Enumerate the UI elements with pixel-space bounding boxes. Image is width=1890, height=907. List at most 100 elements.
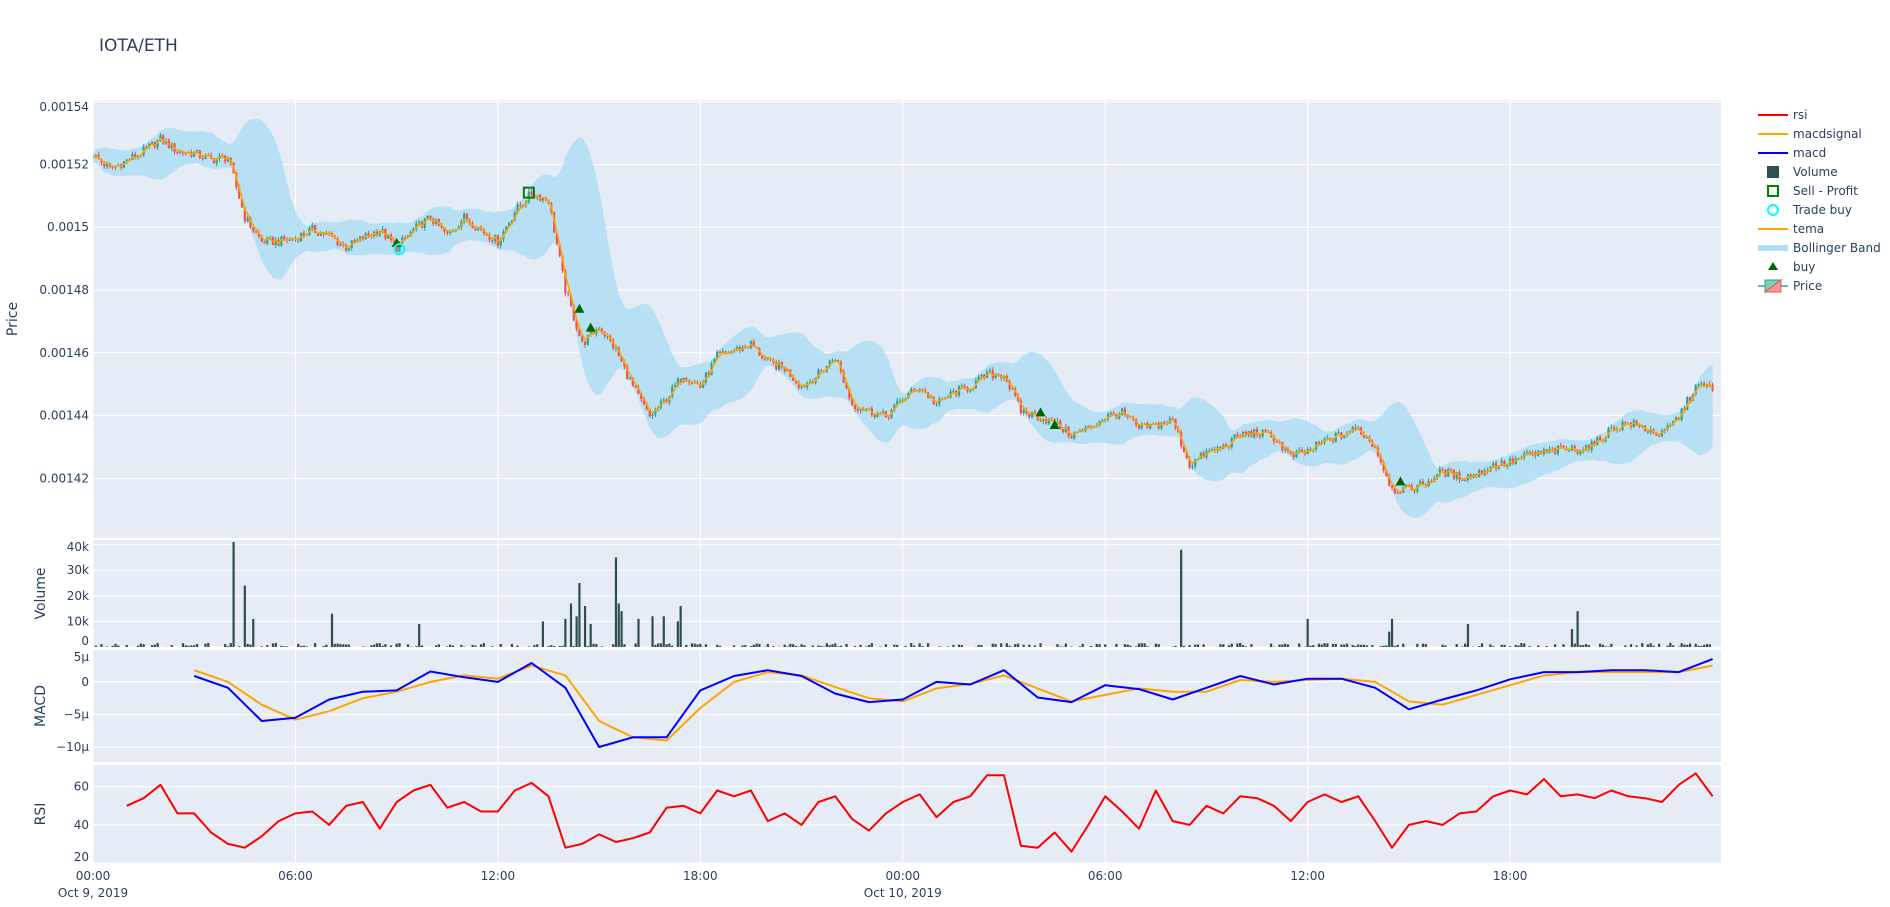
volume-bar [829, 645, 831, 647]
price-y-tick-label: 0.0015 [47, 220, 89, 234]
volume-bar [913, 646, 915, 647]
candle-body [1624, 422, 1626, 423]
rsi-axis-title: RSI [33, 803, 49, 826]
volume-bar [1346, 644, 1348, 647]
volume-bar [826, 643, 828, 647]
volume-bar [564, 619, 566, 647]
volume-bar [1006, 643, 1008, 647]
volume-bar [1397, 645, 1399, 647]
candle-body [961, 386, 963, 387]
volume-bar [1135, 646, 1137, 647]
volume-bar [452, 646, 454, 647]
legend-item-bollinger-band[interactable]: Bollinger Band [1758, 241, 1881, 255]
legend-item-buy[interactable]: buy [1768, 260, 1815, 274]
volume-bar [1183, 646, 1185, 647]
volume-bar [511, 644, 513, 647]
volume-bar [1360, 645, 1362, 647]
volume-bar [1096, 644, 1098, 647]
volume-bar [143, 644, 145, 647]
volume-bar [337, 644, 339, 647]
volume-bar [696, 644, 698, 647]
legend[interactable]: rsi macdsignal macd Volume Sell - Profit Trad… [1758, 108, 1881, 293]
volume-bar [755, 644, 757, 647]
volume-bar [1703, 645, 1705, 647]
volume-bar [446, 646, 448, 647]
volume-bar [1501, 645, 1503, 647]
candle-body [1326, 438, 1328, 439]
volume-bar [868, 645, 870, 647]
legend-item-price[interactable]: Price [1758, 279, 1822, 293]
rsi-y-tick-label: 20 [74, 850, 89, 864]
volume-bar [1416, 644, 1418, 647]
volume-bar [339, 644, 341, 647]
volume-bar [994, 644, 996, 647]
volume-bar [1174, 646, 1176, 647]
volume-bar [753, 645, 755, 647]
candle-body [1338, 432, 1340, 433]
legend-label: macdsignal [1793, 127, 1862, 141]
macd-y-tick-label: −5µ [64, 707, 90, 721]
volume-bar [831, 644, 833, 647]
volume-bar [927, 643, 929, 647]
macd-y-tick-label: 5µ [74, 650, 90, 664]
volume-bar [300, 646, 302, 647]
volume-bar [1517, 645, 1519, 647]
volume-bar [1239, 643, 1241, 647]
legend-label: Bollinger Band [1793, 241, 1881, 255]
volume-y-tick-label: 40k [67, 540, 89, 554]
legend-item-macd[interactable]: macd [1758, 146, 1826, 160]
volume-bar [112, 646, 114, 647]
volume-bar [1650, 643, 1652, 647]
volume-bar [789, 644, 791, 647]
volume-bar [1636, 645, 1638, 647]
x-tick-label: 06:00 [278, 869, 313, 883]
volume-bar [230, 643, 232, 647]
legend-item-rsi[interactable]: rsi [1758, 108, 1808, 122]
volume-bar [1129, 646, 1131, 647]
volume-bar [1683, 645, 1685, 647]
rsi-y-tick-label: 60 [74, 780, 89, 794]
volume-bar [1380, 646, 1382, 647]
volume-bar [1577, 611, 1579, 647]
volume-bar [1278, 644, 1280, 647]
legend-item-volume[interactable]: Volume [1767, 165, 1838, 179]
volume-bar [1236, 643, 1238, 647]
volume-bar [1382, 646, 1384, 647]
volume-bar [854, 646, 856, 647]
volume-bar [1523, 643, 1525, 647]
volume-bar [1138, 643, 1140, 647]
legend-item-macdsignal[interactable]: macdsignal [1758, 127, 1862, 141]
legend-item-trade-buy[interactable]: Trade buy [1768, 203, 1852, 217]
candle-body [1070, 436, 1072, 438]
volume-bar [921, 646, 923, 647]
candle-body [1464, 480, 1466, 481]
volume-bar [665, 644, 667, 647]
candle-body [854, 405, 856, 409]
volume-bar [1385, 645, 1387, 647]
volume-bar [635, 643, 637, 647]
volume-bar [303, 646, 305, 647]
price-y-tick-label: 0.00154 [39, 100, 89, 114]
candle-body [899, 401, 901, 402]
volume-bar [896, 645, 898, 647]
volume-bar [331, 614, 333, 647]
volume-bar [171, 645, 173, 647]
candle-body [651, 415, 653, 416]
volume-bar [1520, 643, 1522, 647]
volume-bar [1017, 644, 1019, 647]
legend-item-sell-profit[interactable]: Sell - Profit [1768, 184, 1858, 198]
volume-bar [1231, 644, 1233, 647]
volume-bar [376, 643, 378, 647]
legend-item-tema[interactable]: tema [1758, 222, 1824, 236]
candle-body [339, 244, 341, 245]
price-y-tick-label: 0.00152 [39, 157, 89, 171]
volume-bar [958, 645, 960, 647]
volume-bar [1388, 632, 1390, 647]
volume-bar [1509, 646, 1511, 647]
volume-bar [137, 646, 139, 647]
volume-bar [1666, 646, 1668, 647]
volume-bar [238, 646, 240, 647]
volume-bar [1503, 645, 1505, 647]
volume-bar [758, 644, 760, 647]
volume-bar [415, 646, 417, 647]
